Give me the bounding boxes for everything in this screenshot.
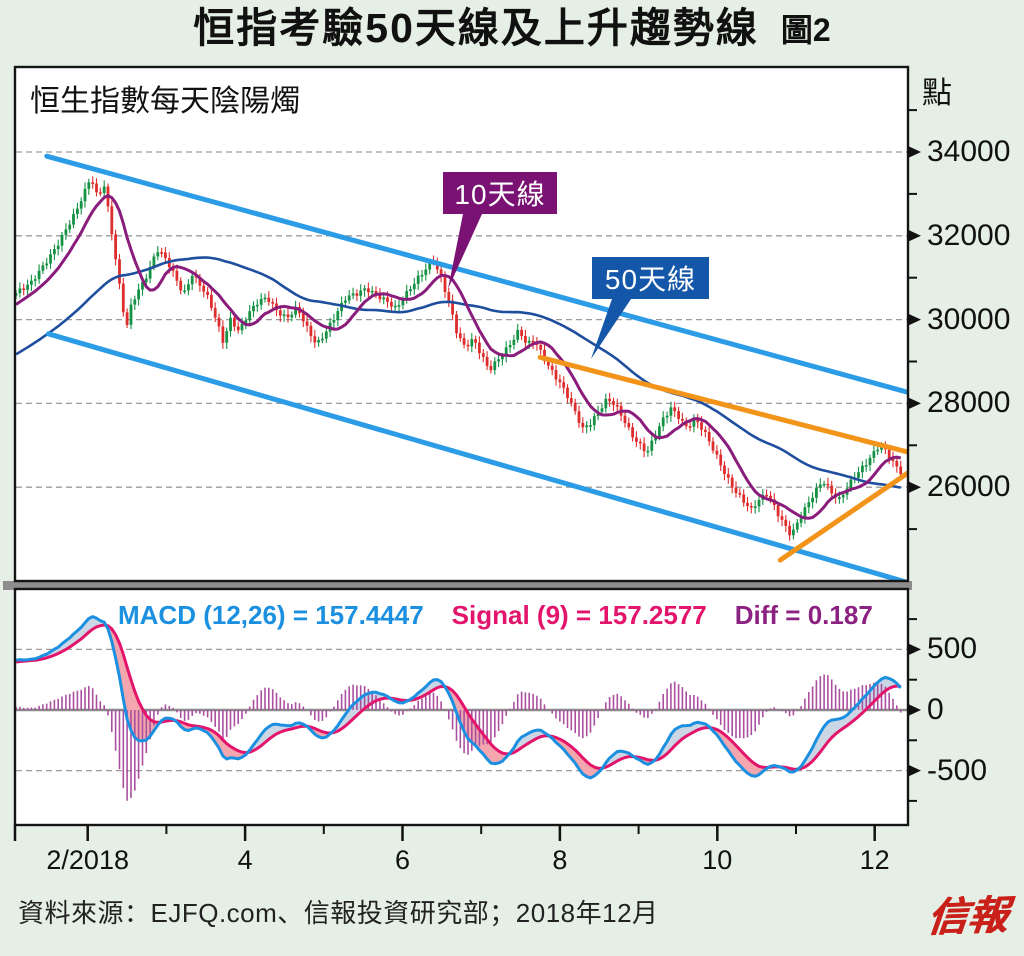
x-tick-label: 6	[394, 845, 411, 875]
source-note: 資料來源：EJFQ.com、信報投資研究部；2018年12月	[18, 898, 659, 928]
series-label: 恒生指數每天陰陽燭	[30, 85, 300, 118]
macd-legend-diff: Diff = 0.187	[734, 600, 873, 630]
y-tick-label: 28000	[927, 386, 1011, 420]
y-axis-unit-label: 點	[922, 77, 952, 110]
title-row: 恒指考驗50天線及上升趨勢線 圖2	[0, 4, 1024, 53]
publisher-logo: 信報	[925, 893, 1011, 941]
macd-tick-label: -500	[927, 753, 988, 787]
channel-lower-trendline	[45, 331, 907, 580]
y-tick-label: 32000	[927, 218, 1011, 252]
macd-legend-macd: MACD (12,26) = 157.4447	[118, 600, 424, 630]
signal-line	[16, 623, 901, 771]
macd-line	[16, 614, 902, 780]
macd-tick-label: 500	[927, 632, 978, 666]
y-tick-label: 30000	[927, 302, 1011, 336]
ma50-line	[16, 256, 901, 489]
callout-ma50: 50天線	[592, 257, 709, 299]
x-tick-label: 2/2018	[46, 845, 129, 875]
y-tick-label: 34000	[927, 135, 1011, 168]
panel-separator	[3, 581, 912, 590]
page-title: 恒指考驗50天線及上升趨勢線	[193, 5, 759, 51]
macd-tick-label: 0	[927, 693, 944, 726]
macd-legend-signal: Signal (9) = 157.2577	[451, 600, 707, 630]
y-tick-label: 26000	[927, 470, 1011, 504]
channel-upper-trendline	[44, 153, 907, 395]
x-tick-label: 8	[552, 845, 568, 875]
price-panel	[16, 153, 907, 580]
x-tick-label: 4	[237, 845, 253, 875]
macd-panel	[16, 614, 902, 801]
wedge-lower-trendline	[777, 470, 907, 563]
figure-number-label: 圖2	[780, 12, 831, 49]
callout-ma10: 10天線	[443, 172, 557, 214]
wedge-upper-trendline	[537, 354, 907, 455]
ma10-line	[16, 194, 902, 520]
macd-legend: MACD (12,26) = 157.4447 Signal (9) = 157…	[118, 600, 873, 631]
x-tick-label: 10	[702, 845, 733, 875]
x-tick-label: 12	[859, 845, 890, 875]
